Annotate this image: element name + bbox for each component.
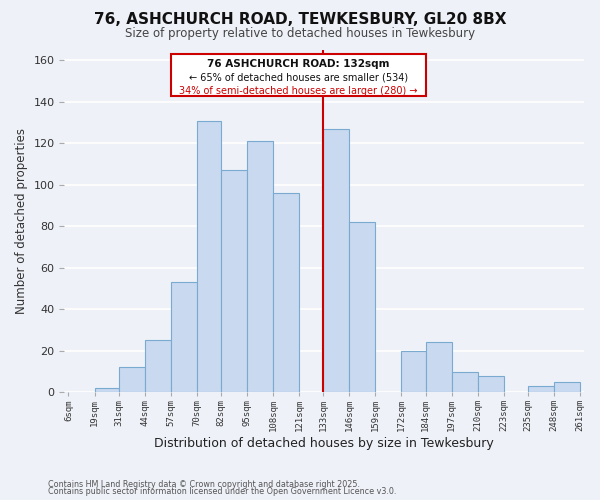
Bar [247,142,273,392]
Bar [554,382,580,392]
Bar [478,376,504,392]
Bar [95,388,119,392]
Text: 34% of semi-detached houses are larger (280) →: 34% of semi-detached houses are larger (… [179,86,418,97]
Bar [425,342,452,392]
Text: 76 ASHCHURCH ROAD: 132sqm: 76 ASHCHURCH ROAD: 132sqm [207,60,389,70]
FancyBboxPatch shape [171,54,425,96]
Bar [221,170,247,392]
Bar [145,340,171,392]
Bar [349,222,376,392]
Text: ← 65% of detached houses are smaller (534): ← 65% of detached houses are smaller (53… [188,73,408,83]
Y-axis label: Number of detached properties: Number of detached properties [15,128,28,314]
Bar [171,282,197,392]
Bar [452,372,478,392]
Bar [197,120,221,392]
Bar [528,386,554,392]
Bar [323,129,349,392]
Text: 76, ASHCHURCH ROAD, TEWKESBURY, GL20 8BX: 76, ASHCHURCH ROAD, TEWKESBURY, GL20 8BX [94,12,506,28]
Text: Contains public sector information licensed under the Open Government Licence v3: Contains public sector information licen… [48,487,397,496]
Bar [273,193,299,392]
Text: Contains HM Land Registry data © Crown copyright and database right 2025.: Contains HM Land Registry data © Crown c… [48,480,360,489]
Bar [401,351,425,392]
Bar [119,368,145,392]
X-axis label: Distribution of detached houses by size in Tewkesbury: Distribution of detached houses by size … [154,437,494,450]
Text: Size of property relative to detached houses in Tewkesbury: Size of property relative to detached ho… [125,28,475,40]
